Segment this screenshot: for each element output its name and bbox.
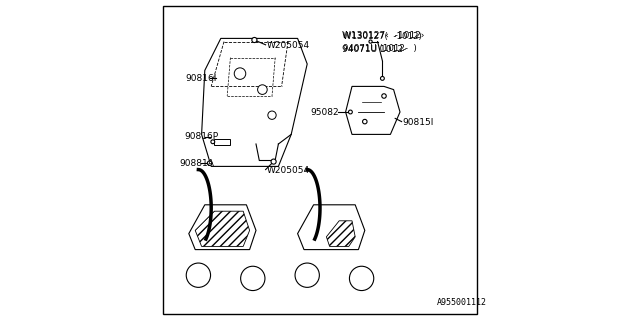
Circle shape [207,161,212,165]
Circle shape [268,111,276,119]
Circle shape [234,68,246,79]
Circle shape [380,76,384,80]
Text: A955001112: A955001112 [437,298,487,307]
Circle shape [362,119,367,124]
Circle shape [348,110,352,114]
Circle shape [257,85,268,94]
Circle shape [369,40,372,43]
Text: W205054: W205054 [267,166,310,175]
Circle shape [295,263,319,287]
Circle shape [271,159,276,164]
Text: 95082: 95082 [310,108,339,116]
Circle shape [349,266,374,291]
Text: W130127(  -1012): W130127( -1012) [343,32,422,41]
Text: 90881A: 90881A [179,159,214,168]
Circle shape [252,37,257,43]
Text: 90816P: 90816P [184,132,218,141]
Circle shape [186,263,211,287]
Text: W130127‹  ‐1012›: W130127‹ ‐1012› [342,31,424,40]
Text: 90815I: 90815I [403,118,434,127]
Circle shape [381,94,387,98]
Text: 94071U  1012-: 94071U 1012- [342,45,412,54]
Text: 94071U (1012-  ): 94071U (1012- ) [343,44,417,53]
Text: W205054: W205054 [267,41,310,50]
Circle shape [211,140,215,144]
Circle shape [241,266,265,291]
Text: 90816I: 90816I [186,74,217,83]
